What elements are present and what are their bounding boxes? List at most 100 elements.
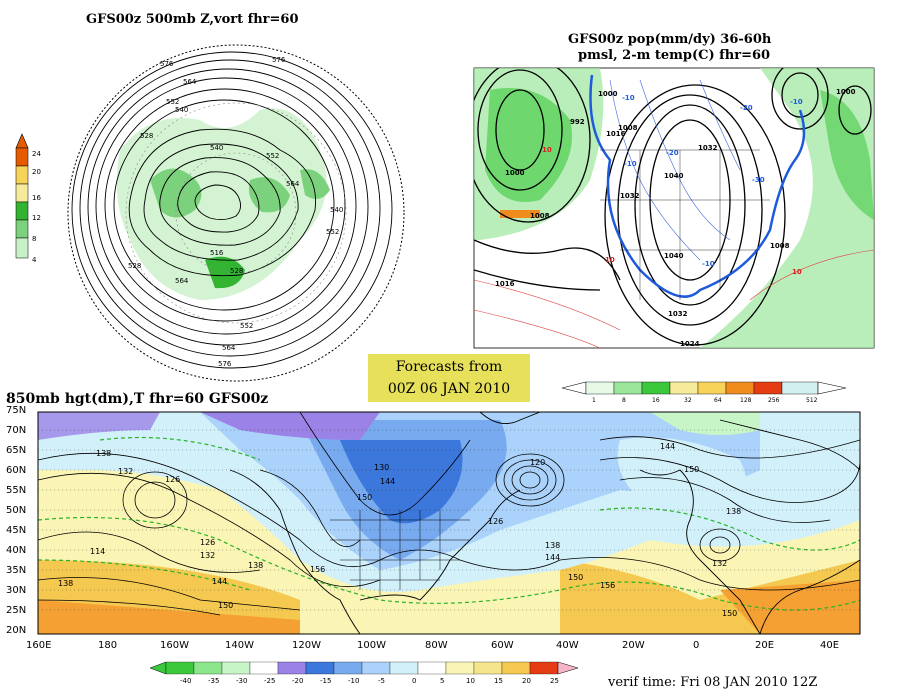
precip-panel-title-line1: GFS00z pop(mm/dy) 36-60h xyxy=(568,32,772,47)
height-label: 138 xyxy=(248,561,263,570)
temp-tick: 5 xyxy=(440,677,444,685)
temp-tick: 20 xyxy=(522,677,531,685)
height-label: 150 xyxy=(357,493,372,502)
lat-label: 45N xyxy=(6,525,27,536)
temp-tick: -40 xyxy=(180,677,191,685)
height-label: 138 xyxy=(545,541,560,550)
svg-text:564: 564 xyxy=(183,78,197,86)
svg-text:1000: 1000 xyxy=(836,88,856,96)
temp-tick: 0 xyxy=(412,677,416,685)
height-label: 144 xyxy=(212,577,227,586)
svg-text:1040: 1040 xyxy=(664,252,684,260)
verification-time: verif time: Fri 08 JAN 2010 12Z xyxy=(608,675,818,690)
lon-label: 120W xyxy=(292,640,321,651)
height-label: 156 xyxy=(600,581,615,590)
height-label: 138 xyxy=(58,579,73,588)
svg-text:552: 552 xyxy=(266,152,279,160)
svg-text:1008: 1008 xyxy=(618,124,638,132)
temp-tick: -10 xyxy=(348,677,359,685)
svg-text:540: 540 xyxy=(330,206,343,214)
height-label: 132 xyxy=(712,559,727,568)
lower-panel-title: 850mb hgt(dm),T fhr=60 GFS00z xyxy=(6,391,269,407)
lat-label: 65N xyxy=(6,445,27,456)
lon-label: 80W xyxy=(425,640,448,651)
lat-label: 60N xyxy=(6,465,27,476)
temperature-color-scale: -40 -35 -30 -25 -20 -15 -10 -5 0 5 10 15… xyxy=(149,661,579,685)
svg-text:1032: 1032 xyxy=(668,310,688,318)
lon-label: 100W xyxy=(357,640,386,651)
forecast-stamp-line1: Forecasts from xyxy=(395,359,503,375)
pop-tick: 64 xyxy=(714,397,722,404)
svg-text:1008: 1008 xyxy=(530,212,550,220)
temp-tick: 25 xyxy=(550,677,559,685)
svg-text:1016: 1016 xyxy=(606,130,626,138)
precip-pmsl-map: 992 1000 1016 1008 1000 1008 1032 1040 1032 10… xyxy=(473,67,875,349)
svg-text:576: 576 xyxy=(218,360,232,368)
svg-text:528: 528 xyxy=(140,132,153,140)
lon-label: 0 xyxy=(693,640,700,651)
lat-label: 70N xyxy=(6,425,27,436)
svg-text:10: 10 xyxy=(542,146,552,154)
svg-text:1032: 1032 xyxy=(698,144,718,152)
svg-text:10: 10 xyxy=(792,268,802,276)
pop-tick: 16 xyxy=(652,397,660,404)
height-label: 144 xyxy=(380,477,395,486)
height-label: 150 xyxy=(568,573,583,582)
height-label: 130 xyxy=(374,463,389,472)
svg-text:-10: -10 xyxy=(622,94,635,102)
lon-label: 140W xyxy=(225,640,254,651)
pop-tick: 8 xyxy=(622,397,626,404)
svg-text:-20: -20 xyxy=(666,149,679,157)
svg-text:528: 528 xyxy=(230,267,243,275)
vort-tick: 24 xyxy=(32,150,41,158)
svg-text:552: 552 xyxy=(326,228,339,236)
lon-label: 20E xyxy=(755,640,775,651)
svg-text:564: 564 xyxy=(222,344,236,352)
lon-label: 40W xyxy=(556,640,579,651)
svg-text:552: 552 xyxy=(240,322,253,330)
height-label: 138 xyxy=(96,449,111,458)
height-label: 138 xyxy=(726,507,741,516)
lat-label: 30N xyxy=(6,585,27,596)
svg-text:1000: 1000 xyxy=(505,169,525,177)
svg-text:1024: 1024 xyxy=(680,340,700,348)
vort-tick: 12 xyxy=(32,214,41,222)
svg-text:564: 564 xyxy=(286,180,300,188)
temp-tick: -15 xyxy=(320,677,331,685)
lon-label: 20W xyxy=(622,640,645,651)
temp-tick: -30 xyxy=(236,677,247,685)
pop-tick: 32 xyxy=(684,397,692,404)
height-label: 120 xyxy=(530,458,545,467)
svg-text:576: 576 xyxy=(272,56,286,64)
vort-tick: 20 xyxy=(32,168,41,176)
svg-text:1008: 1008 xyxy=(770,242,790,250)
lat-label: 55N xyxy=(6,485,27,496)
height-label: 144 xyxy=(545,553,560,562)
temp-tick: -25 xyxy=(264,677,275,685)
height-label: 132 xyxy=(118,467,133,476)
svg-text:-30: -30 xyxy=(752,176,765,184)
height-label: 150 xyxy=(218,601,233,610)
temp-tick: 15 xyxy=(494,677,503,685)
lon-label: 60W xyxy=(491,640,514,651)
lon-label: 40E xyxy=(820,640,840,651)
svg-text:1000: 1000 xyxy=(598,90,618,98)
vort-tick: 8 xyxy=(32,235,36,243)
temp-tick: -5 xyxy=(378,677,385,685)
height-label: 126 xyxy=(200,538,215,547)
pop-tick: 256 xyxy=(768,397,780,404)
svg-text:564: 564 xyxy=(175,277,189,285)
temp-tick: -20 xyxy=(292,677,303,685)
lon-label: 160E xyxy=(26,640,52,651)
height-label: 114 xyxy=(90,547,105,556)
height-label: 126 xyxy=(488,517,503,526)
lat-label: 75N xyxy=(6,405,27,416)
forecast-stamp-line2: 00Z 06 JAN 2010 xyxy=(387,381,511,397)
forecast-stamp: Forecasts from 00Z 06 JAN 2010 xyxy=(368,354,530,402)
vorticity-color-scale: 24 20 16 12 8 4 xyxy=(15,133,41,264)
height-label: 126 xyxy=(165,475,180,484)
height-label: 132 xyxy=(200,551,215,560)
svg-text:1016: 1016 xyxy=(495,280,515,288)
temp-tick: -35 xyxy=(208,677,219,685)
